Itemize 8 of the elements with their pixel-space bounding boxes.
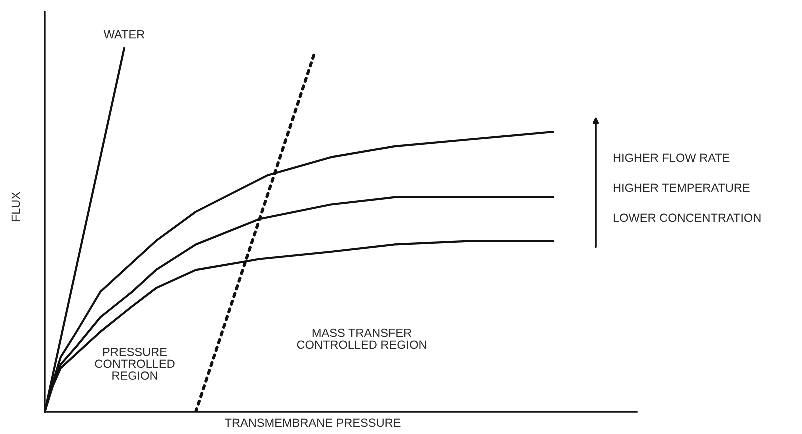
annotation: PRESSURE CONTROLLED REGION — [95, 348, 175, 380]
series-label: WATER — [104, 30, 145, 39]
annotation: HIGHER TEMPERATURE — [614, 184, 750, 192]
annotation: MASS TRANSFER CONTROLLED REGION — [297, 328, 426, 350]
annotation: LOWER CONCENTRATION — [614, 214, 761, 222]
y-axis-title: FLUX — [12, 192, 20, 222]
x-axis-title: TRANSMEMBRANE PRESSURE — [225, 418, 401, 428]
annotation: HIGHER FLOW RATE — [614, 154, 730, 162]
